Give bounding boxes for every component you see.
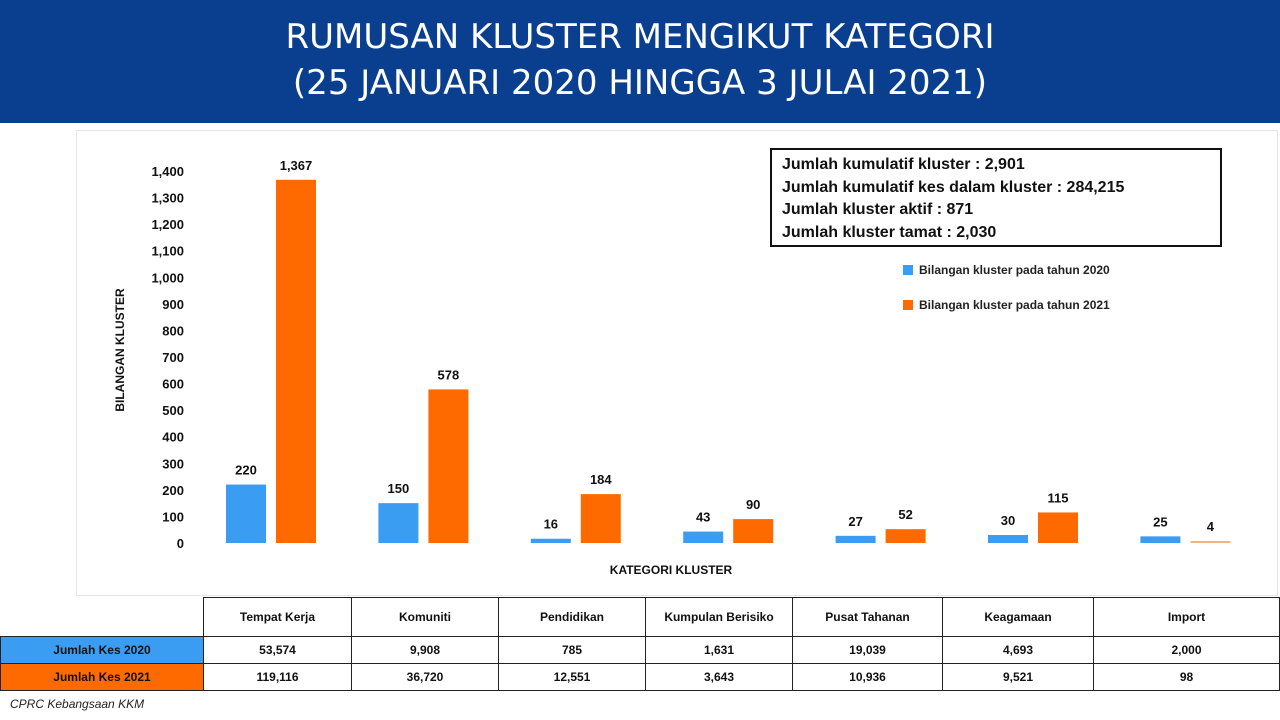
bar-2021 bbox=[580, 494, 621, 543]
data-label-2021: 90 bbox=[746, 497, 760, 512]
y-tick-label: 1,000 bbox=[151, 270, 184, 285]
data-label-2020: 150 bbox=[388, 481, 410, 496]
table-cell: 12,551 bbox=[498, 663, 646, 691]
bar-2020 bbox=[835, 535, 876, 543]
bar-2020 bbox=[683, 531, 724, 543]
y-tick-label: 1,400 bbox=[151, 164, 184, 179]
legend-label-2021: Bilangan kluster pada tahun 2021 bbox=[919, 298, 1110, 312]
table-row-label: Jumlah Kes 2021 bbox=[0, 663, 204, 691]
title-banner: RUMUSAN KLUSTER MENGIKUT KATEGORI (25 JA… bbox=[0, 0, 1280, 123]
legend-item-2021: Bilangan kluster pada tahun 2021 bbox=[903, 298, 1110, 312]
y-tick-label: 500 bbox=[162, 403, 184, 418]
table-corner bbox=[1, 598, 204, 637]
table-cell: 4,693 bbox=[942, 636, 1094, 664]
bar-2020 bbox=[226, 484, 266, 543]
data-label-2020: 30 bbox=[1001, 513, 1015, 528]
title-line-1: RUMUSAN KLUSTER MENGIKUT KATEGORI bbox=[285, 17, 995, 57]
legend-label-2020: Bilangan kluster pada tahun 2020 bbox=[919, 263, 1110, 277]
table-cell: 119,116 bbox=[203, 663, 352, 691]
table-cell: 3,643 bbox=[645, 663, 793, 691]
y-tick-label: 100 bbox=[162, 509, 184, 524]
table-cell: 10,936 bbox=[792, 663, 943, 691]
table-header-cell: Pusat Tahanan bbox=[792, 597, 943, 637]
data-label-2020: 27 bbox=[848, 514, 862, 529]
bar-2020 bbox=[988, 535, 1028, 543]
data-label-2021: 115 bbox=[1048, 490, 1069, 505]
table-cell: 98 bbox=[1093, 663, 1280, 691]
table-cell: 785 bbox=[498, 636, 646, 664]
legend-swatch-2020 bbox=[903, 265, 913, 275]
bar-chart: 1,4001,3001,2001,1001,000900800700600500… bbox=[151, 158, 1231, 551]
table-cell: 1,631 bbox=[645, 636, 793, 664]
table-cell: 36,720 bbox=[351, 663, 499, 691]
legend-swatch-2021 bbox=[903, 300, 913, 310]
table-cell: 53,574 bbox=[203, 636, 352, 664]
y-tick-label: 600 bbox=[162, 377, 184, 392]
bar-2021 bbox=[885, 529, 926, 543]
bar-2021 bbox=[733, 519, 774, 543]
table-row-2021: Jumlah Kes 2021 119,116 36,720 12,551 3,… bbox=[0, 663, 1280, 691]
data-label-2021: 184 bbox=[590, 472, 612, 487]
table-header-row: Tempat Kerja Komuniti Pendidikan Kumpula… bbox=[1, 597, 1280, 637]
cases-table: Tempat Kerja Komuniti Pendidikan Kumpula… bbox=[0, 597, 1280, 691]
data-label-2020: 220 bbox=[235, 463, 257, 478]
y-tick-label: 800 bbox=[162, 323, 184, 338]
table-header-cell: Pendidikan bbox=[498, 597, 646, 637]
y-axis-label: BILANGAN KLUSTER bbox=[113, 288, 127, 412]
summary-box: Jumlah kumulatif kluster : 2,901 Jumlah … bbox=[770, 148, 1222, 247]
bar-2021 bbox=[1190, 541, 1231, 543]
y-tick-label: 900 bbox=[162, 297, 184, 312]
table-cell: 2,000 bbox=[1093, 636, 1280, 664]
table-header-cell: Keagamaan bbox=[942, 597, 1094, 637]
table-header-cell: Import bbox=[1093, 597, 1280, 637]
table-header-cell: Komuniti bbox=[351, 597, 499, 637]
y-tick-label: 700 bbox=[162, 350, 184, 365]
summary-ended-clusters: Jumlah kluster tamat : 2,030 bbox=[782, 223, 997, 241]
table-cell: 19,039 bbox=[792, 636, 943, 664]
table-header-cell: Kumpulan Berisiko bbox=[645, 597, 793, 637]
legend-item-2020: Bilangan kluster pada tahun 2020 bbox=[903, 263, 1110, 277]
source-note: CPRC Kebangsaan KKM bbox=[10, 697, 145, 711]
data-label-2020: 43 bbox=[696, 510, 710, 525]
y-tick-label: 200 bbox=[162, 483, 184, 498]
table-row-label: Jumlah Kes 2020 bbox=[0, 636, 204, 664]
bar-2021 bbox=[1038, 512, 1078, 543]
y-tick-label: 0 bbox=[177, 536, 184, 551]
y-tick-label: 1,100 bbox=[151, 244, 184, 259]
data-label-2021: 52 bbox=[898, 507, 912, 522]
y-tick-label: 300 bbox=[162, 456, 184, 471]
bar-2020 bbox=[530, 538, 571, 543]
table-cell: 9,908 bbox=[351, 636, 499, 664]
bar-2020 bbox=[378, 503, 419, 543]
data-label-2021: 1,367 bbox=[280, 158, 313, 173]
bar-2020 bbox=[1140, 536, 1181, 543]
data-label-2020: 16 bbox=[544, 517, 558, 532]
x-axis-label: KATEGORI KLUSTER bbox=[609, 563, 733, 577]
title-line-2: (25 JANUARI 2020 HINGGA 3 JULAI 2021) bbox=[292, 63, 988, 103]
y-tick-label: 1,300 bbox=[151, 191, 184, 206]
table-row-2020: Jumlah Kes 2020 53,574 9,908 785 1,631 1… bbox=[0, 636, 1280, 664]
bar-2021 bbox=[276, 179, 316, 544]
summary-total-clusters: Jumlah kumulatif kluster : 2,901 bbox=[782, 156, 1025, 173]
summary-active-clusters: Jumlah kluster aktif : 871 bbox=[782, 201, 974, 218]
bar-2021 bbox=[428, 389, 469, 543]
data-label-2021: 578 bbox=[438, 367, 460, 382]
table-cell: 9,521 bbox=[942, 663, 1094, 691]
data-label-2020: 25 bbox=[1153, 514, 1167, 529]
table-header-cell: Tempat Kerja bbox=[203, 597, 352, 637]
summary-total-cases: Jumlah kumulatif kes dalam kluster : 284… bbox=[782, 178, 1125, 196]
y-tick-label: 1,200 bbox=[151, 217, 184, 232]
data-label-2021: 4 bbox=[1207, 519, 1215, 534]
y-tick-label: 400 bbox=[162, 430, 184, 445]
